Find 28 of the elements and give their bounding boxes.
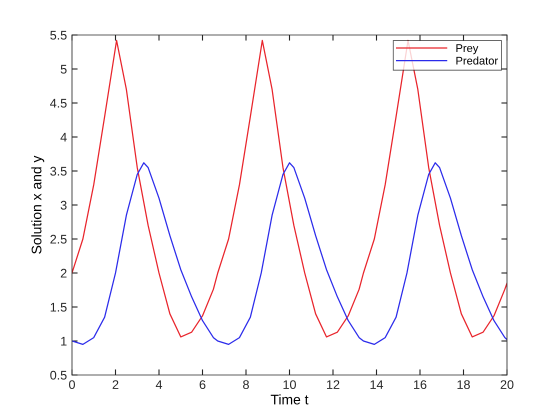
x-tick-label: 8: [243, 380, 249, 390]
y-tick-label: 3: [60, 200, 67, 210]
legend-label: Prey: [456, 44, 478, 54]
x-tick-label: 20: [500, 380, 514, 390]
x-tick-label: 16: [414, 380, 426, 390]
x-tick-label: 2: [112, 380, 118, 389]
y-tick-label: 4.5: [50, 98, 67, 108]
y-axis-title: Solution x and y: [31, 156, 44, 254]
x-tick-label: 10: [284, 380, 296, 390]
y-tick-label: 2: [60, 268, 67, 278]
x-tick-label: 6: [200, 380, 206, 390]
y-tick-label: 1.5: [50, 302, 67, 312]
y-tick-label: 3.5: [50, 166, 67, 176]
line-series: [72, 162, 507, 346]
x-tick-label: 14: [370, 380, 384, 389]
x-tick-label: 12: [327, 380, 340, 389]
y-tick-label: 5: [60, 64, 67, 74]
y-tick-label: 5.5: [50, 30, 67, 40]
y-tick-label: 0.5: [50, 370, 67, 380]
y-tick-label: 4: [60, 132, 67, 142]
y-tick-label: 1: [61, 336, 67, 346]
legend-label: Predator: [456, 56, 498, 65]
x-axis-title: Time t: [270, 394, 308, 404]
y-tick-label: 2.5: [50, 234, 67, 244]
line-series: [72, 40, 507, 338]
x-tick-label: 4: [156, 380, 162, 389]
x-tick-label: 18: [458, 380, 470, 390]
x-tick-label: 0: [69, 380, 75, 390]
